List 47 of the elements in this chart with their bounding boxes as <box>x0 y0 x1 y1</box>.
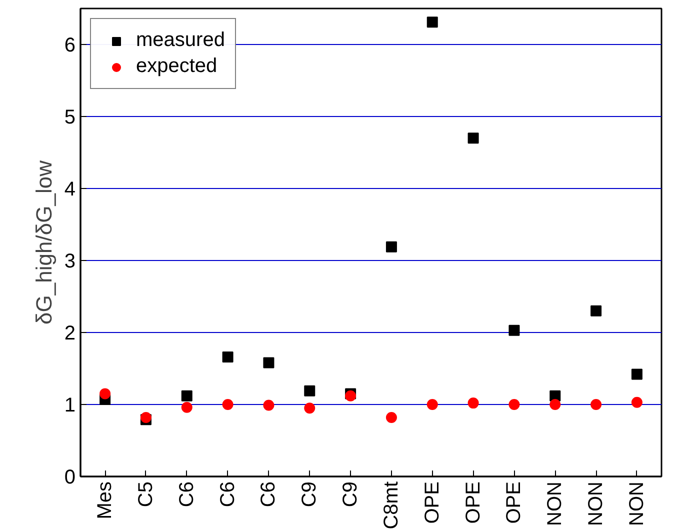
y-tick-label: 0 <box>64 466 76 488</box>
x-tick-label: OPE <box>503 481 526 524</box>
point <box>468 132 479 144</box>
point <box>426 399 438 410</box>
x-tick-label: C6 <box>176 481 198 508</box>
x-tick-label: C6 <box>258 481 280 508</box>
y-tick-label: 2 <box>64 322 76 344</box>
point <box>386 241 397 252</box>
point <box>222 351 234 362</box>
y-tick-label: 5 <box>64 106 76 128</box>
y-axis-title: δG_high/δG_low <box>31 160 56 324</box>
point <box>631 396 642 408</box>
x-tick-label: NON <box>544 481 566 526</box>
x-tick-label: C8mt <box>380 481 402 530</box>
x-tick-label: OPE <box>421 481 444 524</box>
point <box>140 412 152 423</box>
point <box>304 402 316 414</box>
point <box>100 388 111 400</box>
legend-label: expected <box>136 55 218 78</box>
x-tick-label: C6 <box>216 481 239 508</box>
y-tick-label: 3 <box>64 250 76 272</box>
x-tick-label: NON <box>585 481 608 526</box>
point <box>550 399 561 410</box>
point <box>631 368 642 380</box>
legend-label: measured <box>136 29 225 52</box>
x-tick-label: OPE <box>462 481 484 524</box>
point <box>590 305 602 316</box>
x-tick-label: Mes <box>94 481 116 520</box>
point <box>263 357 274 368</box>
point <box>263 400 274 411</box>
y-tick-label: 6 <box>64 34 76 56</box>
point <box>386 412 397 423</box>
point <box>468 398 479 409</box>
point <box>508 324 520 336</box>
point <box>508 399 520 410</box>
point <box>304 385 316 396</box>
y-tick-label: 4 <box>64 178 76 200</box>
point <box>590 399 602 410</box>
point <box>426 16 438 28</box>
x-tick-label: NON <box>626 481 648 526</box>
point <box>181 402 192 413</box>
y-tick-label: 1 <box>64 394 76 416</box>
point <box>222 399 234 410</box>
x-tick-label: C9 <box>340 481 362 508</box>
x-tick-label: C5 <box>134 481 157 508</box>
x-tick-label: C9 <box>298 481 321 508</box>
point <box>181 390 192 402</box>
